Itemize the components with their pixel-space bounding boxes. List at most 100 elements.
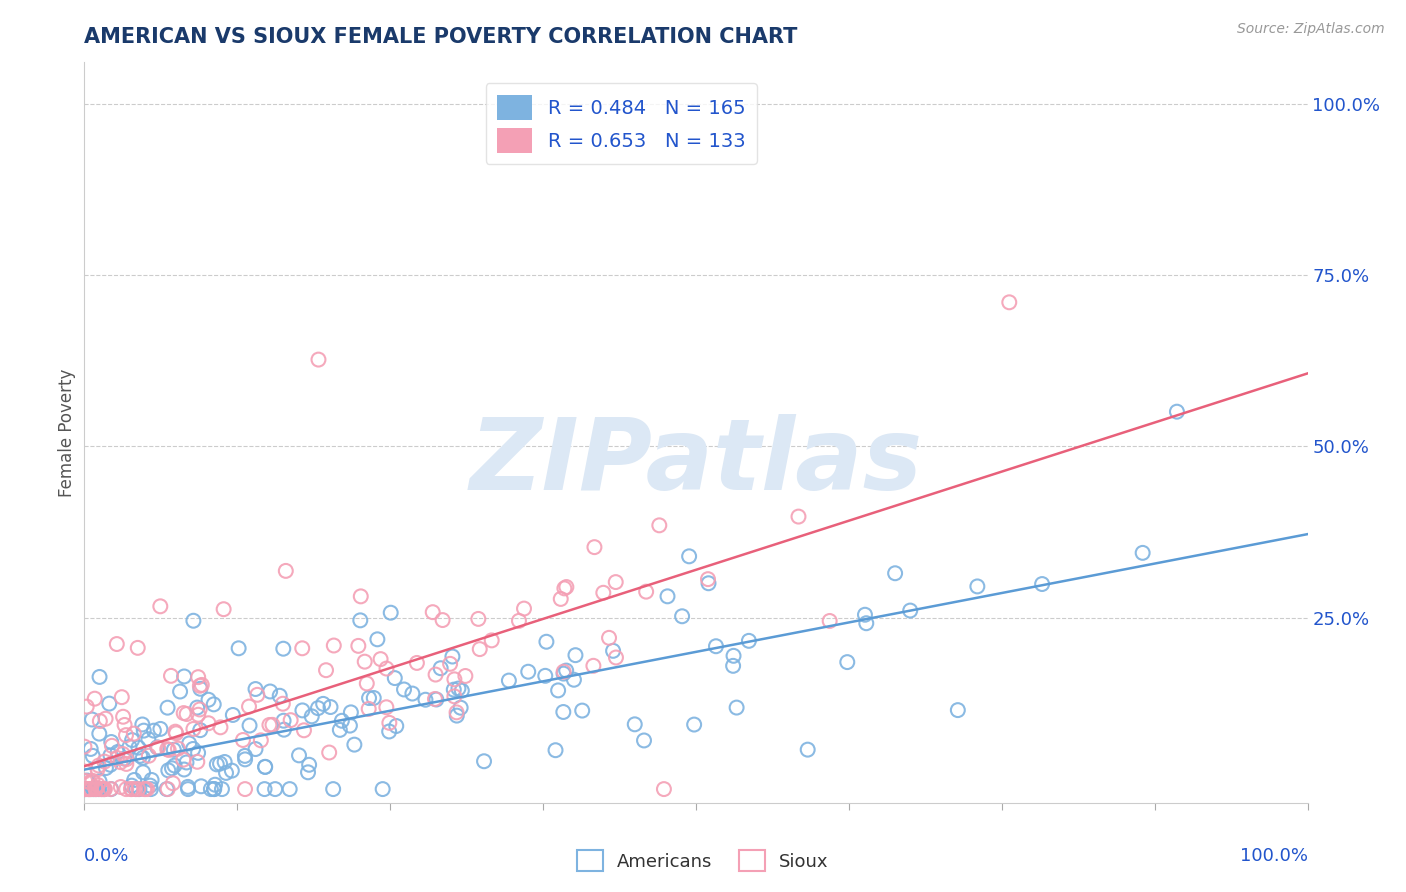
Point <box>84 782 107 797</box>
Point <box>363 690 385 705</box>
Point <box>550 591 572 606</box>
Point <box>188 702 211 716</box>
Point <box>238 699 260 714</box>
Point <box>146 740 169 755</box>
Point <box>271 697 294 711</box>
Point <box>215 766 238 780</box>
Point <box>422 605 444 619</box>
Point <box>582 658 605 673</box>
Point <box>555 664 578 678</box>
Point <box>94 782 117 797</box>
Point <box>564 648 586 662</box>
Point <box>291 703 314 717</box>
Point <box>233 782 256 797</box>
Point <box>156 742 179 756</box>
Point <box>697 576 720 591</box>
Point <box>122 726 145 740</box>
Point <box>172 753 194 767</box>
Point <box>79 782 101 797</box>
Point <box>312 697 335 711</box>
Point <box>191 678 214 692</box>
Point <box>121 733 143 747</box>
Point <box>89 782 111 797</box>
Text: 100.0%: 100.0% <box>1240 847 1308 865</box>
Point <box>83 782 105 797</box>
Legend: R = 0.484   N = 165, R = 0.653   N = 133: R = 0.484 N = 165, R = 0.653 N = 133 <box>485 83 756 164</box>
Point <box>605 650 627 665</box>
Point <box>138 748 160 763</box>
Point <box>818 614 841 628</box>
Point <box>127 740 149 755</box>
Point <box>443 682 465 697</box>
Point <box>446 706 468 720</box>
Point <box>353 655 375 669</box>
Point <box>605 575 627 590</box>
Point <box>657 590 679 604</box>
Point <box>114 718 136 732</box>
Point <box>384 671 406 685</box>
Point <box>441 649 464 664</box>
Point <box>105 751 128 765</box>
Point <box>115 752 138 766</box>
Point <box>80 782 103 797</box>
Point <box>142 723 165 738</box>
Point <box>262 718 284 732</box>
Point <box>432 613 454 627</box>
Point <box>633 733 655 747</box>
Point <box>274 564 297 578</box>
Point <box>93 755 115 769</box>
Point <box>112 710 135 724</box>
Point <box>149 722 172 736</box>
Point <box>157 764 180 778</box>
Point <box>536 634 558 648</box>
Point <box>93 782 115 797</box>
Point <box>250 733 273 747</box>
Point <box>598 631 620 645</box>
Text: Source: ZipAtlas.com: Source: ZipAtlas.com <box>1237 22 1385 37</box>
Point <box>197 716 219 731</box>
Point <box>562 673 585 687</box>
Point <box>179 736 201 750</box>
Point <box>173 669 195 683</box>
Point <box>278 782 301 797</box>
Point <box>115 782 138 797</box>
Point <box>273 723 295 737</box>
Point <box>380 606 402 620</box>
Point <box>683 717 706 731</box>
Point <box>678 549 700 564</box>
Point <box>329 723 352 737</box>
Point <box>141 772 163 787</box>
Point <box>112 751 135 765</box>
Point <box>87 782 110 797</box>
Point <box>146 740 169 755</box>
Point <box>855 616 877 631</box>
Point <box>233 752 256 766</box>
Point <box>176 756 198 770</box>
Point <box>269 689 291 703</box>
Point <box>357 691 380 706</box>
Point <box>188 723 211 738</box>
Point <box>330 714 353 728</box>
Point <box>138 732 160 747</box>
Point <box>429 661 451 675</box>
Point <box>544 743 567 757</box>
Point <box>100 782 122 797</box>
Point <box>83 691 105 706</box>
Point <box>468 642 491 657</box>
Point <box>271 641 294 656</box>
Legend: Americans, Sioux: Americans, Sioux <box>569 843 837 879</box>
Point <box>75 782 97 797</box>
Point <box>370 652 392 666</box>
Point <box>132 723 155 738</box>
Point <box>187 670 209 684</box>
Point <box>322 639 344 653</box>
Point <box>77 782 100 797</box>
Text: AMERICAN VS SIOUX FEMALE POVERTY CORRELATION CHART: AMERICAN VS SIOUX FEMALE POVERTY CORRELA… <box>84 27 797 47</box>
Point <box>347 639 370 653</box>
Point <box>508 614 530 628</box>
Point <box>1132 546 1154 560</box>
Point <box>105 637 128 651</box>
Point <box>204 778 226 792</box>
Y-axis label: Female Poverty: Female Poverty <box>58 368 76 497</box>
Point <box>101 739 124 753</box>
